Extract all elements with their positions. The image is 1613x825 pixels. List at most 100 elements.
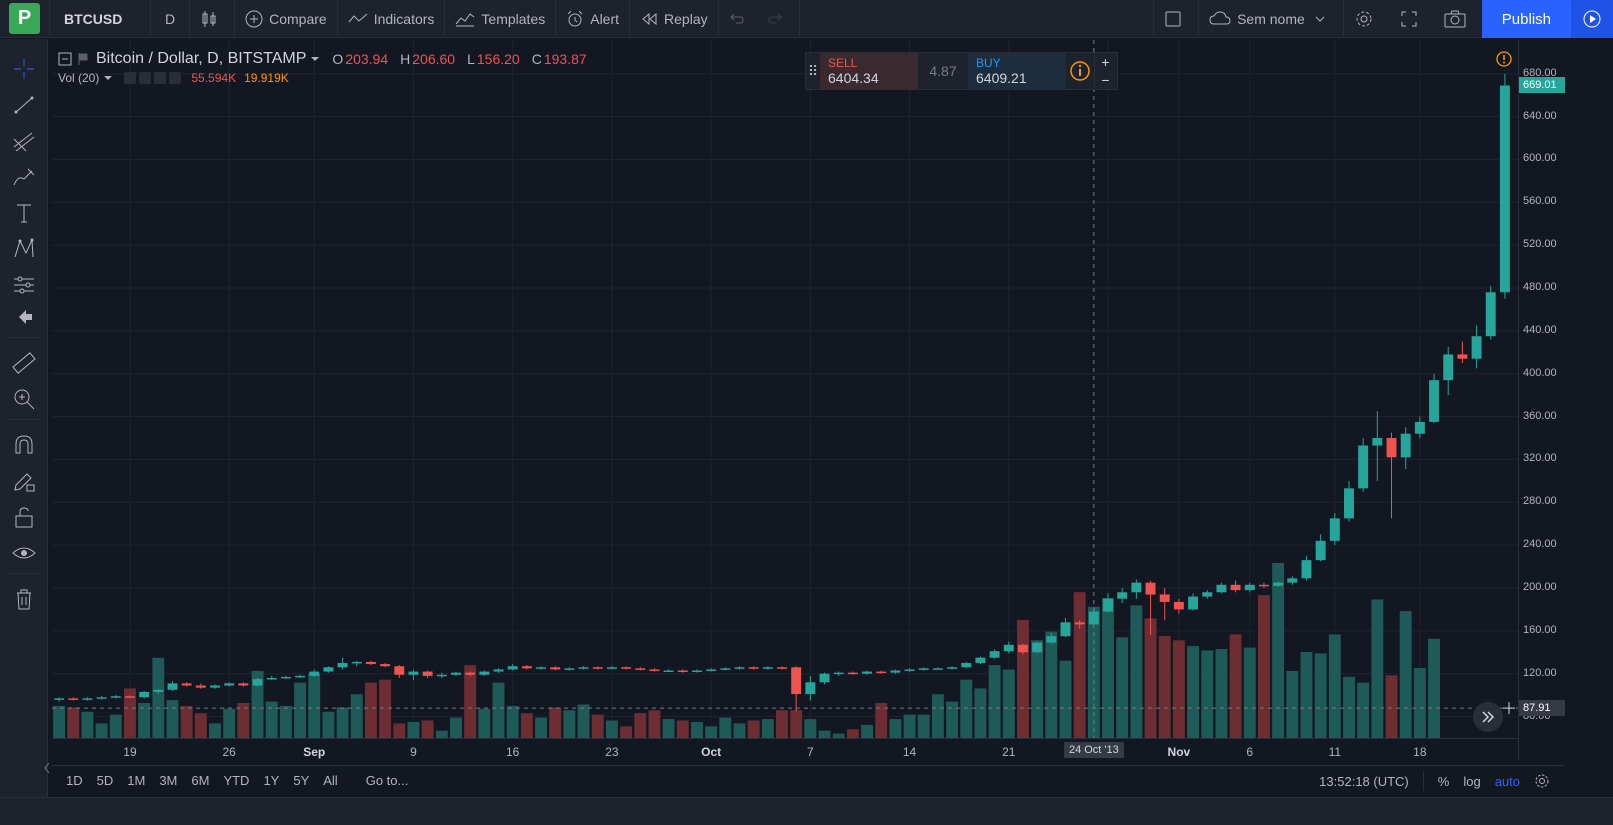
- publish-button[interactable]: Publish: [1481, 0, 1571, 38]
- candle-body: [1386, 438, 1397, 458]
- range-button[interactable]: 5Y: [293, 773, 310, 788]
- templates-button[interactable]: Templates: [445, 0, 555, 38]
- chart-type-button[interactable]: [190, 0, 234, 38]
- candle: [1315, 534, 1326, 562]
- range-button[interactable]: 1Y: [263, 773, 280, 788]
- layout-square-button[interactable]: [1154, 0, 1198, 38]
- percent-toggle[interactable]: %: [1437, 773, 1450, 789]
- price-tick: 680.00: [1523, 66, 1557, 79]
- chevron-down-icon: [1315, 16, 1325, 22]
- volume-bar: [124, 688, 136, 738]
- auto-toggle[interactable]: auto: [1494, 773, 1520, 789]
- volume-bar: [549, 707, 562, 738]
- time-axis[interactable]: 1926Sep91623Oct714216Nov6111824 Oct '13: [52, 738, 1518, 762]
- series-title[interactable]: Bitcoin / Dollar, D, BITSTAMP: [96, 50, 307, 67]
- range-button[interactable]: 3M: [159, 773, 178, 788]
- separator: [1342, 0, 1344, 38]
- collapse-left-icon[interactable]: [42, 758, 52, 778]
- candle-body: [592, 667, 603, 669]
- redo-button[interactable]: [759, 0, 799, 38]
- sell-button[interactable]: SELL 6404.34: [820, 53, 918, 89]
- range-button[interactable]: 5D: [96, 773, 114, 788]
- separator: [798, 0, 800, 38]
- volume-bar: [889, 719, 902, 738]
- caret-down-icon[interactable]: [103, 73, 113, 83]
- brush-tool[interactable]: [12, 165, 36, 189]
- range-button[interactable]: YTD: [223, 773, 250, 788]
- candle-body: [394, 666, 405, 675]
- fullscreen-button[interactable]: [1390, 0, 1434, 38]
- volume-title[interactable]: Vol (20): [58, 71, 100, 85]
- crosshair-icon: [14, 59, 34, 79]
- candle-body: [677, 670, 688, 672]
- replay-button[interactable]: Replay: [630, 0, 718, 38]
- indicator-wave-icon: [348, 13, 368, 22]
- time-tick: Nov: [1167, 745, 1191, 759]
- goto-button[interactable]: Go to...: [365, 773, 409, 788]
- lock-all-tool[interactable]: [12, 505, 36, 529]
- candle: [479, 670, 490, 676]
- volume-bar: [1158, 635, 1171, 738]
- prediction-tool[interactable]: [12, 273, 36, 297]
- alert-button[interactable]: Alert: [556, 0, 629, 38]
- eye-icon[interactable]: [124, 72, 137, 84]
- last-price-label: 669.01: [1519, 77, 1565, 94]
- range-button[interactable]: 6M: [191, 773, 210, 788]
- plus-icon[interactable]: [154, 72, 167, 84]
- indicators-label: Indicators: [373, 10, 435, 27]
- scroll-to-realtime-button[interactable]: [1473, 702, 1503, 732]
- gear-icon[interactable]: [1534, 773, 1550, 789]
- drag-handle-icon[interactable]: ⠿: [807, 62, 819, 79]
- symbol-search[interactable]: BTCUSD: [64, 10, 123, 27]
- volume-bar: [535, 717, 547, 738]
- caret-down-icon[interactable]: [310, 54, 320, 64]
- ruler-tool[interactable]: [12, 351, 36, 375]
- increase-button[interactable]: +: [1101, 54, 1110, 70]
- hide-drawings-tool[interactable]: [12, 541, 36, 565]
- range-button[interactable]: All: [323, 773, 338, 788]
- interval-button[interactable]: D: [165, 10, 176, 27]
- price-axis[interactable]: 680.00 640.00 600.00 560.00 520.00 480.00 440.…: [1518, 40, 1568, 760]
- candle-body: [493, 669, 504, 672]
- candle: [1159, 588, 1170, 621]
- lock-drawing-tool[interactable]: [12, 469, 36, 493]
- info-button[interactable]: [1066, 53, 1094, 89]
- zoom-tool[interactable]: [12, 387, 36, 411]
- pattern-tool[interactable]: [12, 237, 36, 261]
- logo[interactable]: P: [9, 3, 40, 34]
- play-button[interactable]: [1571, 0, 1613, 38]
- chart-pane[interactable]: [52, 40, 1564, 760]
- flag-icon[interactable]: [76, 52, 90, 66]
- warning-icon[interactable]: [1496, 51, 1512, 67]
- buy-button[interactable]: BUY 6409.21: [968, 53, 1066, 89]
- log-toggle[interactable]: log: [1463, 773, 1481, 789]
- layout-name-dropdown[interactable]: Sem nome: [1199, 0, 1343, 38]
- collapse-icon[interactable]: [58, 52, 72, 66]
- price-chart[interactable]: [52, 40, 1518, 738]
- volume-bar: [1201, 650, 1214, 738]
- fib-tool[interactable]: [12, 129, 36, 153]
- volume-value: 55.594K: [191, 71, 237, 85]
- snapshot-button[interactable]: [1434, 0, 1482, 38]
- clock[interactable]: 13:52:18 (UTC): [1319, 773, 1409, 789]
- hide-toolbar-button[interactable]: [12, 305, 36, 329]
- magnet-tool[interactable]: [12, 433, 36, 457]
- settings-button[interactable]: [1344, 0, 1390, 38]
- volume-bar: [946, 701, 959, 738]
- undo-button[interactable]: [719, 0, 759, 38]
- close-icon[interactable]: [169, 72, 182, 84]
- remove-drawings-tool[interactable]: [12, 587, 36, 611]
- arrow-left-icon: [19, 310, 32, 324]
- gear-icon[interactable]: [139, 72, 152, 84]
- indicators-button[interactable]: Indicators: [338, 0, 445, 38]
- candle: [1386, 432, 1397, 519]
- compare-button[interactable]: Compare: [235, 0, 337, 38]
- text-tool[interactable]: [12, 201, 36, 225]
- candle: [1287, 576, 1298, 585]
- range-button[interactable]: 1M: [127, 773, 146, 788]
- separator: [8, 573, 40, 574]
- decrease-button[interactable]: −: [1101, 72, 1110, 88]
- crosshair-tool[interactable]: [12, 57, 36, 81]
- range-button[interactable]: 1D: [66, 773, 83, 788]
- trend-line-tool[interactable]: [12, 93, 36, 117]
